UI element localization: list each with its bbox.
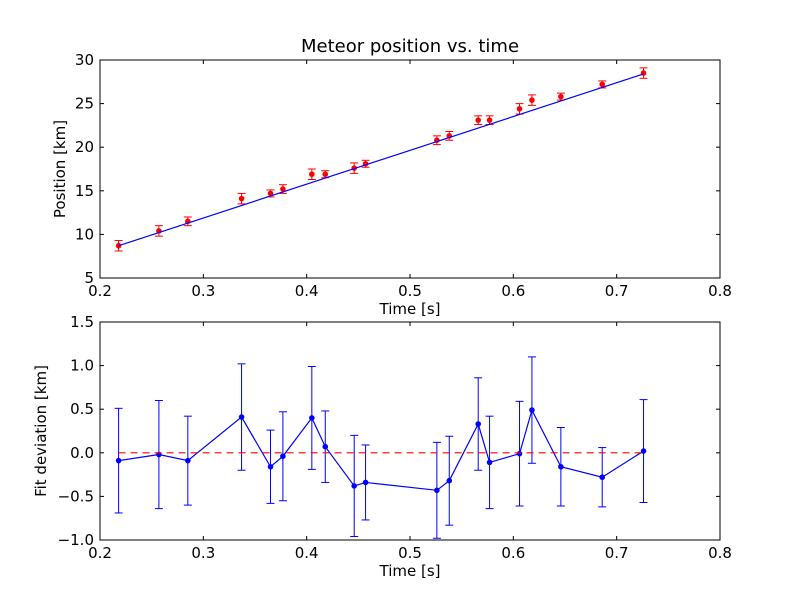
deviation-data-point — [185, 457, 191, 464]
deviation-data-point — [516, 450, 523, 457]
position-plot-frame — [99, 59, 721, 279]
deviation-data-point — [309, 415, 315, 421]
position-x-tick-label: 0.2 — [88, 282, 112, 300]
deviation-y-tick-label: 1.5 — [70, 313, 94, 331]
position-y-tick-label: 5 — [84, 269, 94, 287]
deviation-data-point — [280, 453, 286, 460]
deviation-plot-frame — [99, 321, 721, 541]
position-y-tick-label: 15 — [75, 182, 94, 200]
position-marks — [114, 67, 648, 252]
deviation-x-axis-label: Time [s] — [379, 562, 441, 580]
position-data-point — [475, 117, 482, 123]
position-fit-line — [118, 73, 644, 247]
deviation-marks — [114, 356, 648, 539]
deviation-data-point — [238, 414, 245, 420]
position-chart: 0.2 0.3 0.4 0.5 0.6 0.7 0.8 5 10 15 20 25 30 Meteor … — [51, 36, 732, 318]
deviation-y-axis-label: Fit deviation [km] — [32, 365, 50, 497]
position-data-point — [309, 171, 315, 178]
position-data-point — [529, 97, 535, 103]
position-plot-area — [100, 60, 720, 278]
deviation-data-point — [640, 448, 647, 454]
position-y-tick-label: 20 — [75, 138, 94, 156]
position-x-tick-label: 0.4 — [295, 282, 319, 300]
deviation-y-tick-label: −1.0 — [58, 531, 94, 549]
deviation-y-tick-label: −0.5 — [58, 487, 94, 505]
deviation-y-tick-label: 0.5 — [70, 400, 94, 418]
position-data-point — [280, 186, 286, 192]
deviation-x-tick-label: 0.7 — [605, 544, 629, 562]
position-y-tick-label: 10 — [75, 225, 94, 243]
position-ticks: 0.2 0.3 0.4 0.5 0.6 0.7 0.8 5 10 15 20 25 30 — [75, 51, 732, 300]
position-data-point — [322, 171, 329, 178]
deviation-x-tick-label: 0.2 — [88, 544, 112, 562]
deviation-data-point — [351, 483, 358, 489]
position-data-point — [599, 81, 606, 88]
deviation-x-tick-label: 0.6 — [501, 544, 525, 562]
position-chart-title: Meteor position vs. time — [301, 36, 519, 57]
deviation-y-tick-label: 0.0 — [70, 444, 94, 462]
position-x-tick-label: 0.7 — [605, 282, 629, 300]
position-x-axis-label: Time [s] — [379, 300, 441, 318]
position-x-tick-label: 0.8 — [708, 282, 732, 300]
deviation-data-point — [267, 463, 274, 470]
position-data-point — [486, 117, 493, 123]
position-data-point — [558, 93, 564, 100]
deviation-x-tick-label: 0.4 — [295, 544, 319, 562]
position-y-tick-label: 25 — [75, 95, 94, 113]
deviation-x-tick-label: 0.3 — [191, 544, 215, 562]
deviation-data-point — [115, 457, 122, 464]
deviation-ticks: 0.2 0.3 0.4 0.5 0.6 0.7 0.8 −1.0 −0.5 0.0 0.5 1.0 1.… — [58, 313, 732, 562]
deviation-chart: 0.2 0.3 0.4 0.5 0.6 0.7 0.8 −1.0 −0.5 0.0 0.5 1.0 1.… — [32, 313, 732, 580]
deviation-x-tick-label: 0.5 — [398, 544, 422, 562]
deviation-y-tick-label: 1.0 — [70, 357, 94, 375]
deviation-x-tick-label: 0.8 — [708, 544, 732, 562]
position-data-point — [516, 106, 523, 112]
deviation-data-point — [486, 459, 493, 466]
position-x-tick-label: 0.5 — [398, 282, 422, 300]
position-x-tick-label: 0.3 — [191, 282, 215, 300]
position-data-point — [238, 195, 245, 202]
position-y-tick-label: 30 — [75, 51, 94, 69]
position-y-axis-label: Position [km] — [51, 120, 69, 218]
deviation-data-point — [558, 463, 564, 470]
position-x-tick-label: 0.6 — [501, 282, 525, 300]
deviation-data-point — [475, 421, 482, 427]
deviation-plot-area — [100, 322, 720, 540]
deviation-data-point — [446, 477, 453, 484]
deviation-data-point — [322, 443, 329, 450]
deviation-data-point — [529, 407, 535, 413]
deviation-data-point — [362, 479, 369, 486]
deviation-data-point — [434, 487, 440, 494]
deviation-data-point — [599, 474, 606, 481]
